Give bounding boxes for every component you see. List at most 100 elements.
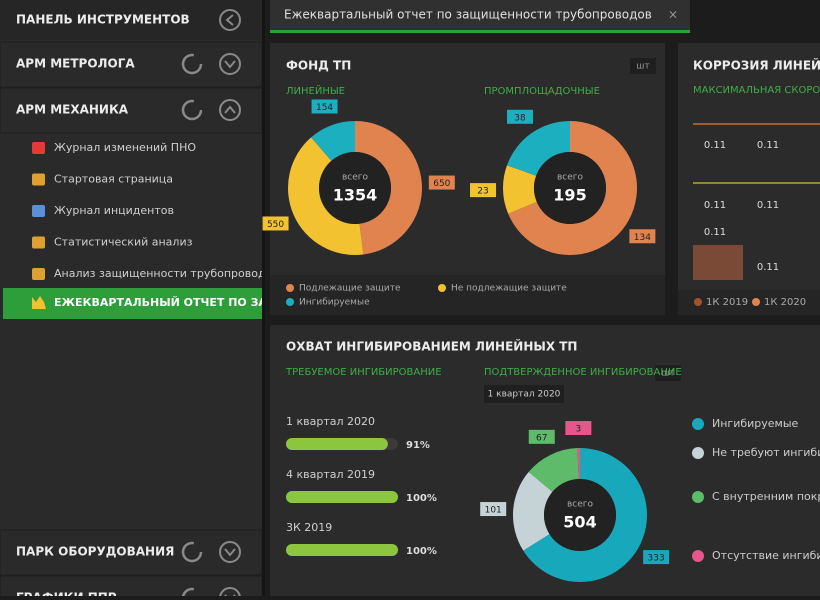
data-label: 333 <box>648 554 665 564</box>
legend-label: Ингибируемые <box>712 417 799 430</box>
menu-item[interactable]: Стартовая страница <box>54 173 173 186</box>
data-label: 67 <box>536 433 547 443</box>
refresh-icon[interactable] <box>181 53 203 75</box>
panel-title: КОРРОЗИЯ ЛИНЕЙНЫХ ТП <box>693 58 820 73</box>
refresh-icon[interactable] <box>181 99 203 121</box>
menu-item[interactable]: Журнал инцидентов <box>54 204 174 217</box>
toggle-icon <box>224 60 236 69</box>
corrosion-label: 0.11 <box>704 227 726 238</box>
legend-swatch <box>692 418 704 430</box>
legend-swatch <box>694 298 702 306</box>
donut-hole <box>319 152 391 224</box>
progress-value: 91% <box>406 440 430 451</box>
progress-bar <box>286 491 398 503</box>
section-row[interactable] <box>0 41 262 88</box>
legend-swatch <box>752 298 760 306</box>
data-label: 154 <box>316 103 333 113</box>
tab[interactable] <box>270 0 690 32</box>
data-label: 101 <box>485 506 502 516</box>
menu-item[interactable]: Анализ защищенности трубопроводов <box>54 267 279 280</box>
panel-subtitle: МАКСИМАЛЬНАЯ СКОРОСТЬ КОРРОЗИИ <box>693 85 820 96</box>
divider <box>262 0 265 596</box>
menu-icon <box>32 142 45 154</box>
donut-segment <box>523 448 647 582</box>
toggle-icon <box>224 105 236 114</box>
corrosion-label: 0.11 <box>757 262 779 273</box>
progress-value: 100% <box>406 493 437 504</box>
content: КОРРОЗИЯ ЛИНЕЙНЫХ ТП МАКСИМАЛЬНАЯ СКОРОСТ… <box>262 58 820 582</box>
progress-bar <box>286 438 388 450</box>
center-total: 504 <box>563 513 596 532</box>
data-label-box <box>470 183 497 198</box>
refresh-icon[interactable] <box>181 587 203 596</box>
donut-hole <box>534 152 606 224</box>
progress-label: 4 квартал 2019 <box>286 468 375 481</box>
legend-swatch <box>692 550 704 562</box>
progress-value: 100% <box>406 546 437 557</box>
tab-underline <box>270 30 690 33</box>
section-row[interactable] <box>0 87 262 134</box>
menu-icon <box>32 205 45 217</box>
data-label-box <box>565 421 592 436</box>
sidebar-header <box>0 0 262 40</box>
section-label: ГРАФИКИ ППР <box>16 591 117 597</box>
legend-label: 1К 2020 <box>764 297 806 308</box>
data-label: 550 <box>267 220 284 230</box>
data-label-box <box>480 502 507 517</box>
chart-subtitle: ТРЕБУЕМОЕ ИНГИБИРОВАНИЕ <box>285 367 442 378</box>
progress-label: 3К 2019 <box>286 521 332 534</box>
donut-segment <box>506 121 570 176</box>
center-total: 195 <box>553 186 586 205</box>
data-label-box <box>311 99 338 114</box>
legend-label: Не требуют ингибирования <box>712 446 820 459</box>
corrosion-label: 0.11 <box>704 200 726 211</box>
donut-segment <box>503 165 537 214</box>
donut-segment <box>355 121 423 255</box>
menu-item[interactable]: Журнал изменений ПНО <box>54 141 196 154</box>
donut-segment <box>311 121 355 161</box>
toggle-button[interactable] <box>219 587 241 596</box>
donut-hole <box>544 479 616 551</box>
legend-label: С внутренним покрытием трубы <box>712 490 820 503</box>
data-label: 23 <box>477 187 488 197</box>
corrosion-label: 0.11 <box>704 140 726 151</box>
data-label: 38 <box>514 113 526 123</box>
center-label: всего <box>342 173 369 183</box>
data-label: 134 <box>634 233 651 243</box>
active-item[interactable]: ЕЖЕКВАРТАЛЬНЫЙ ОТЧЕТ ПО ЗАЩИЩЕННОСТИ ТРУ… <box>54 296 483 309</box>
legend-swatch <box>438 284 446 292</box>
period-badge[interactable] <box>484 385 564 403</box>
menu-icon <box>32 268 45 280</box>
tab-close[interactable]: × <box>668 8 678 22</box>
toggle-button[interactable] <box>219 541 241 563</box>
active-item-bg[interactable] <box>3 288 262 319</box>
progress-label: 1 квартал 2020 <box>286 415 375 428</box>
corrosion-label: 0.11 <box>757 140 779 151</box>
menu-icon <box>32 173 45 186</box>
section-row[interactable] <box>0 575 262 596</box>
menu-icon <box>32 296 46 309</box>
collapse-button[interactable] <box>219 9 241 31</box>
toggle-button[interactable] <box>219 53 241 75</box>
toggle-button[interactable] <box>219 99 241 121</box>
center-label: всего <box>557 173 584 183</box>
corrosion-label: 0.11 <box>757 200 779 211</box>
menu-icon <box>32 236 45 249</box>
unit: шт <box>661 369 674 379</box>
section-row[interactable] <box>0 529 262 576</box>
legend-swatch <box>692 447 704 459</box>
donut-segment <box>513 471 553 551</box>
progress-bar <box>286 544 398 556</box>
menu-item[interactable]: Статистический анализ <box>54 236 193 249</box>
data-label-box <box>507 109 534 124</box>
chart-subtitle: ПОДТВЕРЖДЕННОЕ ИНГИБИРОВАНИЕ <box>484 367 682 378</box>
donut-segment <box>528 448 579 492</box>
period: 1 квартал 2020 <box>488 390 561 400</box>
sidebar-title: ПАНЕЛЬ ИНСТРУМЕНТОВ <box>16 13 190 27</box>
panel-title: ФОНД ТП <box>286 59 351 73</box>
data-label-box <box>629 229 656 244</box>
panel-title: ОХВАТ ИНГИБИРОВАНИЕМ ЛИНЕЙНЫХ ТП <box>286 339 577 354</box>
bar-area <box>693 245 743 280</box>
refresh-icon[interactable] <box>181 541 203 563</box>
